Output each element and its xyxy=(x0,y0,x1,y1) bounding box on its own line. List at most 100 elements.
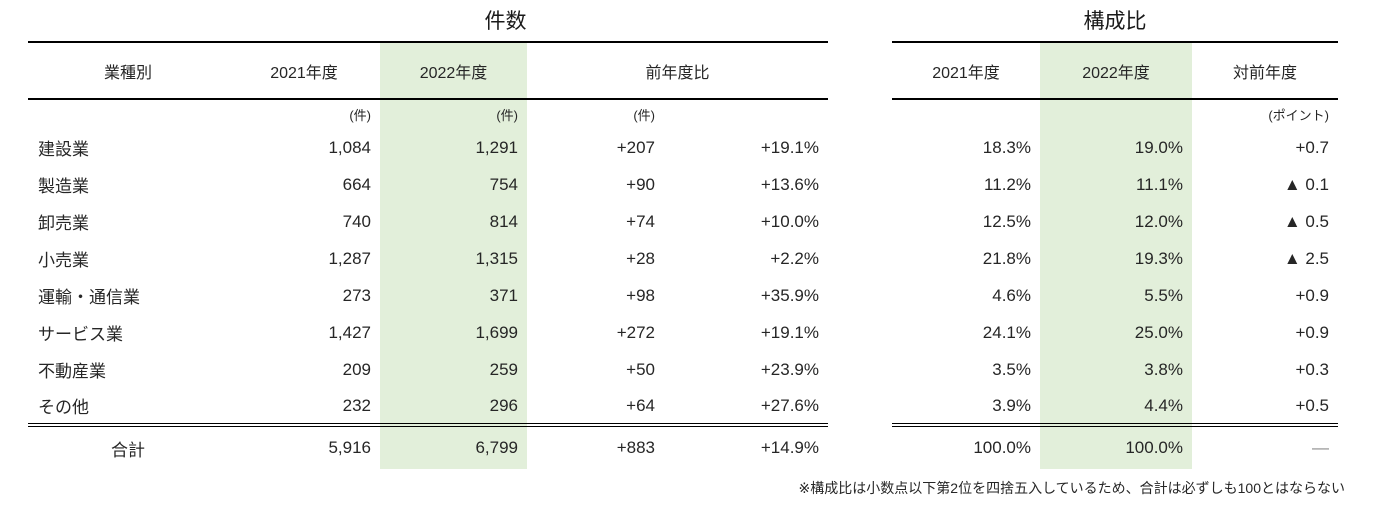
ratio-diff-points: ▲ 0.1 xyxy=(1283,174,1329,194)
industry-label: その他 xyxy=(38,398,89,417)
unit-cell-yoy: (件) xyxy=(633,108,655,123)
col-header-fy2022: 2022年度 xyxy=(380,41,527,100)
table-row-transport-communication: 4.6% 5.5% +0.9 xyxy=(892,277,1338,314)
table-row-wholesale: 卸売業 740 814 +74 +10.0% xyxy=(28,203,828,240)
rounding-footnote: ※構成比は小数点以下第2位を四捨五入しているため、合計は必ずしも100とはならな… xyxy=(798,480,1345,496)
total-fy2021-value: 5,916 xyxy=(228,423,380,469)
header-row: 業種別 2021年度 2022年度 前年度比 xyxy=(28,41,829,100)
fy2022-ratio: 12.0% xyxy=(1040,203,1192,240)
fy2021-ratio: 24.1% xyxy=(982,322,1031,342)
fy2022-value: 371 xyxy=(380,277,527,314)
table-row-transport-communication: 運輸・通信業 273 371 +98 +35.9% xyxy=(28,277,828,314)
yoy-diff-value: +64 xyxy=(626,395,655,415)
unit-cell-empty xyxy=(28,99,228,129)
fy2021-value: 1,287 xyxy=(328,248,371,268)
case-count-table: 業種別 2021年度 2022年度 前年度比 (件) (件) (件) 建設業 1… xyxy=(28,41,829,469)
col-header-yoy: 前年度比 xyxy=(527,41,829,100)
fy2021-ratio: 3.9% xyxy=(992,395,1031,415)
fy2021-ratio: 3.5% xyxy=(992,359,1031,379)
section-title-composition-ratio: 構成比 xyxy=(1083,10,1147,33)
section-title-case-count: 件数 xyxy=(484,10,527,33)
fy2022-value: 1,291 xyxy=(380,129,527,166)
fy2022-ratio: 25.0% xyxy=(1040,314,1192,351)
yoy-pct-value: +27.6% xyxy=(760,395,820,415)
fy2021-ratio: 18.3% xyxy=(982,137,1031,157)
fy2021-value: 1,084 xyxy=(328,137,371,157)
unit-cell-fy2022: (件) xyxy=(380,99,527,129)
total-fy2021-ratio: 100.0% xyxy=(892,423,1040,469)
total-fy2022-value: 6,799 xyxy=(380,423,527,469)
table-row-services: サービス業 1,427 1,699 +272 +19.1% xyxy=(28,314,828,351)
industry-label: 製造業 xyxy=(38,177,89,196)
unit-cell-empty xyxy=(892,99,1040,129)
total-row: 合計 5,916 6,799 +883 +14.9% xyxy=(28,423,829,469)
fy2022-value: 1,699 xyxy=(380,314,527,351)
total-ratio-diff-dash: — xyxy=(1192,423,1338,469)
table-row-other: 3.9% 4.4% +0.5 xyxy=(892,388,1338,425)
unit-row: (ポイント) xyxy=(892,99,1338,129)
fy2021-ratio: 11.2% xyxy=(984,174,1031,194)
total-label: 合計 xyxy=(28,423,228,469)
industry-label: サービス業 xyxy=(38,325,123,344)
yoy-diff-value: +272 xyxy=(616,322,655,342)
col-header-fy2021: 2021年度 xyxy=(892,41,1040,100)
table-row-construction: 建設業 1,084 1,291 +207 +19.1% xyxy=(28,129,828,166)
ratio-diff-points: +0.9 xyxy=(1295,285,1329,305)
table-row-construction: 18.3% 19.0% +0.7 xyxy=(892,129,1338,166)
unit-cell-empty xyxy=(664,99,828,129)
col-header-fy2022: 2022年度 xyxy=(1040,41,1192,100)
fy2022-value: 754 xyxy=(380,166,527,203)
fy2021-ratio: 21.8% xyxy=(982,248,1031,268)
col-header-industry: 業種別 xyxy=(28,41,228,100)
ratio-diff-points: +0.9 xyxy=(1295,322,1329,342)
fy2022-ratio: 5.5% xyxy=(1040,277,1192,314)
ratio-diff-points: +0.5 xyxy=(1295,395,1329,415)
yoy-diff-value: +207 xyxy=(616,137,655,157)
fy2021-value: 273 xyxy=(342,285,371,305)
yoy-diff-value: +28 xyxy=(626,248,655,268)
fy2022-ratio: 19.0% xyxy=(1040,129,1192,166)
unit-cell-points: (ポイント) xyxy=(1268,108,1329,123)
ratio-diff-points: +0.3 xyxy=(1295,359,1329,379)
fy2021-value: 1,427 xyxy=(328,322,371,342)
table-row-other: その他 232 296 +64 +27.6% xyxy=(28,388,828,425)
industry-label: 建設業 xyxy=(38,140,89,159)
industry-label: 不動産業 xyxy=(38,362,106,381)
fy2021-value: 209 xyxy=(342,359,371,379)
table-row-real-estate: 3.5% 3.8% +0.3 xyxy=(892,351,1338,388)
unit-cell-fy2021: (件) xyxy=(349,108,371,123)
yoy-pct-value: +23.9% xyxy=(760,359,820,379)
fy2022-ratio: 19.3% xyxy=(1040,240,1192,277)
yoy-pct-value: +2.2% xyxy=(770,248,820,268)
fy2022-value: 296 xyxy=(380,388,527,425)
fy2022-value: 814 xyxy=(380,203,527,240)
yoy-pct-value: +19.1% xyxy=(760,322,820,342)
fy2021-ratio: 12.5% xyxy=(982,211,1031,231)
yoy-pct-value: +10.0% xyxy=(760,211,820,231)
yoy-pct-value: +35.9% xyxy=(760,285,820,305)
table-row-wholesale: 12.5% 12.0% ▲ 0.5 xyxy=(892,203,1338,240)
unit-cell-empty xyxy=(1040,99,1192,129)
yoy-diff-value: +74 xyxy=(626,211,655,231)
table-row-manufacturing: 製造業 664 754 +90 +13.6% xyxy=(28,166,828,203)
fy2021-value: 664 xyxy=(342,174,371,194)
fy2021-ratio: 4.6% xyxy=(992,285,1031,305)
industry-label: 運輸・通信業 xyxy=(38,288,140,307)
composition-ratio-table: 2021年度 2022年度 対前年度 (ポイント) 18.3% 19.0% +0… xyxy=(892,41,1338,469)
fy2022-ratio: 11.1% xyxy=(1040,166,1192,203)
yoy-diff-value: +90 xyxy=(626,174,655,194)
industry-label: 小売業 xyxy=(38,251,89,270)
yoy-pct-value: +13.6% xyxy=(760,174,820,194)
col-header-fy2021: 2021年度 xyxy=(228,41,380,100)
header-row: 2021年度 2022年度 対前年度 xyxy=(892,41,1338,100)
total-row: 100.0% 100.0% — xyxy=(892,423,1338,469)
yoy-pct-value: +19.1% xyxy=(760,137,820,157)
ratio-diff-points: +0.7 xyxy=(1295,137,1329,157)
table-row-real-estate: 不動産業 209 259 +50 +23.9% xyxy=(28,351,828,388)
fy2022-value: 259 xyxy=(380,351,527,388)
table-row-services: 24.1% 25.0% +0.9 xyxy=(892,314,1338,351)
total-yoy-pct-value: +14.9% xyxy=(664,423,829,469)
fy2022-value: 1,315 xyxy=(380,240,527,277)
total-fy2022-ratio: 100.0% xyxy=(1040,423,1192,469)
